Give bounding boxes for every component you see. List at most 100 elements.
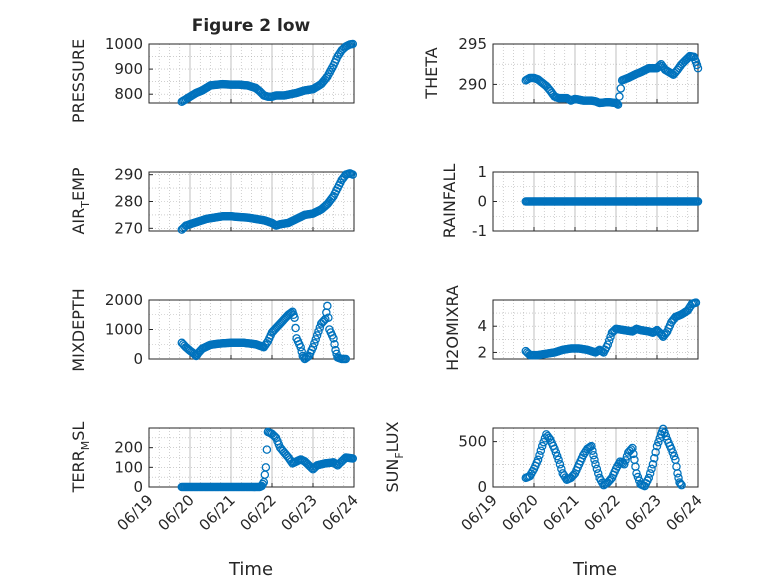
data-point [691,298,701,307]
data-point [329,334,338,343]
data-point [613,100,623,109]
data-point [650,454,659,463]
data-point [612,99,622,109]
y-tick-label: 4 [477,317,487,335]
axes-box [148,43,355,104]
left-xlabel: Time [228,559,273,580]
data-point [551,448,561,457]
data-point [654,62,663,72]
x-tick-label: 06/19 [114,491,157,534]
data-point [661,328,671,338]
x-tick-label: 06/20 [155,491,198,534]
subplot-pressure: PRESSURE 800 900 1000 [69,35,358,123]
data-point [616,84,626,93]
data-point [328,193,337,202]
data-point [606,475,615,484]
x-tick-label: 06/22 [581,491,624,534]
data-point [658,424,668,434]
y-tick-label: 900 [114,60,143,78]
data-point [615,92,624,101]
data-point [270,432,279,441]
subplot-sun-flux: SUNFLUX 0 500 06/1906/2006/2106/2206/2306/… [383,421,706,534]
data-point [684,304,694,313]
data-point [603,340,613,349]
data-point [555,460,565,469]
y-tick-label: 100 [114,458,143,476]
data-point [629,449,638,459]
data-point [262,339,271,348]
y-tick-label: 290 [114,166,143,184]
data-point [621,456,630,465]
data-point [550,444,559,454]
data-point [314,327,323,336]
y-tick-label: 0 [133,478,143,496]
data-point [537,441,547,451]
data-point [331,345,340,355]
data-point [591,460,600,469]
data-point [588,446,597,455]
data-point [310,339,319,348]
data-point [667,444,676,454]
y-tick-label: 0 [133,350,143,368]
data-point [296,342,305,352]
data-point [628,443,637,453]
x-tick-label: 06/21 [540,491,583,534]
data-point [652,441,662,451]
figure-title: Figure 2 low [192,16,311,36]
data-point [348,454,358,463]
data-point [592,464,602,474]
data-point [645,469,655,478]
data-point [587,441,596,451]
data-point [535,450,544,460]
data-point [648,460,658,469]
y-tick-label: 280 [114,193,143,211]
data-point [590,455,599,465]
data-point [261,463,271,472]
data-point [676,479,685,489]
x-tick-label: 06/20 [499,491,542,534]
data-point [544,433,554,443]
x-tick-label: 06/23 [278,491,321,534]
y-tick-label: 800 [114,85,143,103]
x-tick-label: 06/23 [622,491,665,534]
y-tick-label: 1 [477,163,487,181]
y-tick-label: 1000 [105,321,143,339]
data-point [651,447,660,457]
x-tick-label: 06/22 [237,491,280,534]
y-tick-label: 295 [458,35,487,53]
y-tick-label: 200 [114,439,143,457]
data-point [626,445,636,454]
data-point [297,347,306,356]
data-point [348,39,358,49]
data-point [683,306,693,315]
data-point [311,335,320,344]
data-point [348,170,358,179]
data-point [330,339,339,349]
data-point [308,342,318,352]
data-point [324,313,333,322]
x-tick-label: 06/24 [663,491,706,534]
data-point [669,451,679,461]
data-point [262,445,272,454]
subplot-mixdepth: MIXDEPTH 0 1000 2000 [69,288,355,372]
data-point [291,323,300,333]
data-point [341,354,351,364]
subplot-rainfall-ylabel: RAINFALL [440,164,459,239]
data-point [619,460,629,469]
data-point [604,336,614,345]
axes-box [492,299,699,360]
x-tick-label: 06/19 [458,491,501,534]
data-point [580,448,589,458]
data-point [334,50,344,59]
data-point [647,464,656,474]
data-point [693,197,703,206]
y-tick-label: 1000 [105,35,143,53]
x-tick-label: 06/21 [196,491,239,534]
data-point [660,428,669,437]
subplot-air-temp: AIRTEMP 270 280 290 [69,166,358,237]
data-point [631,462,640,471]
subplot-rainfall: RAINFALL -1 0 1 [440,163,703,240]
data-point [260,470,270,479]
